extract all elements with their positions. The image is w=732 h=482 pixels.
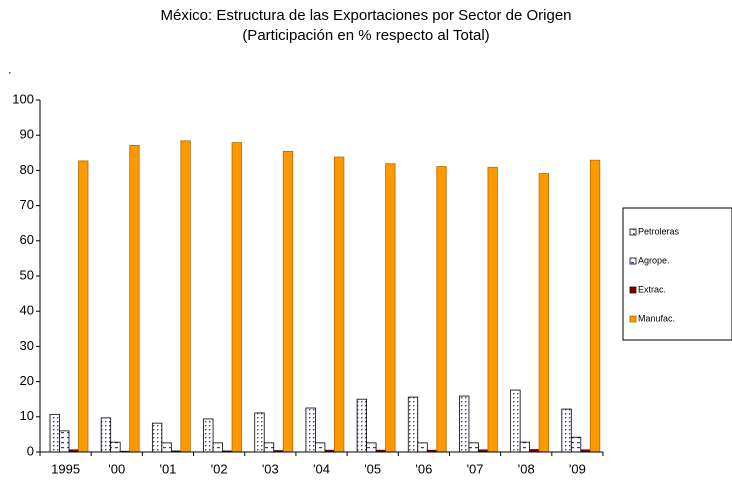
x-tick-label: '08: [518, 461, 535, 476]
legend-label: Extrac.: [638, 284, 666, 294]
chart-subtitle: (Participación en % respecto al Total): [242, 27, 489, 44]
y-tick-label: 30: [20, 338, 34, 353]
bar: [417, 442, 428, 453]
note: .: [8, 61, 12, 76]
bar: [356, 398, 367, 453]
legend-swatch: [629, 315, 637, 323]
bar: [561, 408, 572, 453]
bar: [151, 422, 163, 453]
legend-label: Manufac.: [638, 313, 675, 323]
x-tick-label: '05: [364, 461, 381, 476]
bar: [59, 430, 70, 453]
bar: [161, 442, 172, 453]
legend-swatch: [629, 228, 637, 236]
bar: [49, 413, 60, 453]
bar: [510, 389, 521, 453]
legend-swatch: [629, 286, 637, 294]
bar: [589, 159, 601, 453]
legend-label: Agrope.: [638, 255, 670, 265]
x-tick-label: '03: [262, 461, 279, 476]
bar: [100, 417, 112, 453]
bar: [231, 142, 242, 453]
bar: [315, 442, 326, 453]
y-tick-label: 90: [20, 127, 34, 142]
x-tick-label: '09: [569, 461, 586, 476]
bar: [487, 166, 498, 453]
x-tick-label: '07: [467, 461, 484, 476]
bar: [407, 396, 419, 453]
bar: [334, 156, 345, 453]
legend-swatch: [629, 257, 637, 265]
bar: [468, 442, 479, 453]
bar: [129, 145, 140, 453]
y-tick-label: 60: [20, 232, 34, 247]
chart-title: México: Estructura de las Exportaciones …: [160, 7, 571, 24]
y-tick-label: 0: [27, 443, 34, 458]
y-tick-label: 50: [20, 267, 34, 282]
bar: [385, 163, 396, 453]
bar: [519, 441, 531, 453]
legend-box: [622, 207, 732, 341]
bar: [180, 140, 191, 453]
x-tick-label: 1995: [51, 461, 80, 476]
y-tick-label: 40: [20, 303, 34, 318]
bar: [436, 166, 447, 453]
bar: [78, 160, 89, 453]
y-tick-label: 20: [20, 373, 34, 388]
bar: [254, 412, 265, 453]
x-tick-label: '04: [313, 461, 330, 476]
bar: [282, 150, 294, 453]
bar: [570, 436, 582, 453]
y-tick-label: 10: [20, 408, 34, 423]
bar: [459, 395, 470, 453]
legend-label: Petroleras: [638, 226, 680, 236]
y-tick-label: 70: [20, 197, 34, 212]
y-tick-label: 100: [12, 91, 34, 106]
x-tick-label: '01: [159, 461, 176, 476]
bar: [263, 442, 275, 453]
bar: [110, 441, 121, 453]
x-tick-label: '06: [415, 461, 432, 476]
bar: [538, 173, 550, 453]
x-tick-label: '00: [108, 461, 125, 476]
x-tick-label: '02: [211, 461, 228, 476]
bar: [305, 407, 316, 453]
y-tick-label: 80: [20, 162, 34, 177]
bar: [203, 418, 214, 453]
bar: [366, 442, 377, 453]
bar: [212, 442, 223, 453]
